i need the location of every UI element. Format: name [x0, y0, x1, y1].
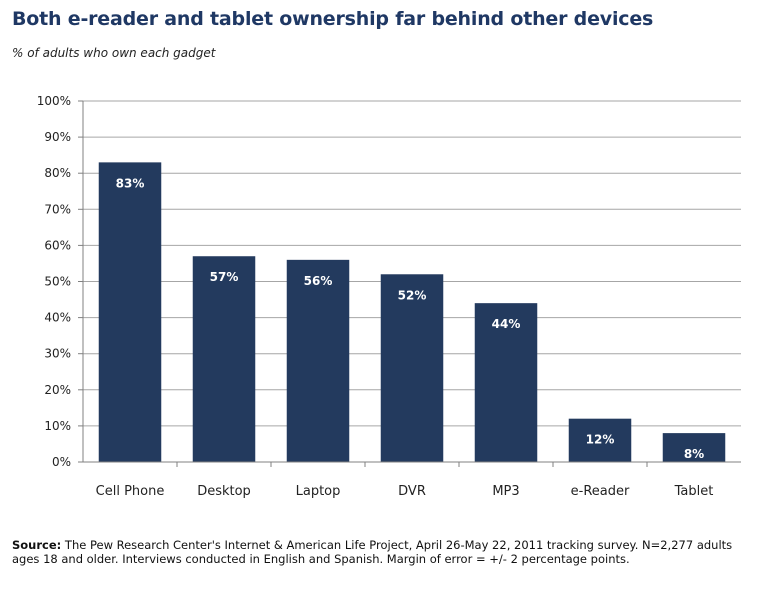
y-tick-label: 50% [44, 275, 71, 289]
y-tick-label: 0% [52, 455, 71, 469]
x-tick-label: DVR [398, 484, 426, 499]
x-tick-label: MP3 [492, 484, 519, 499]
data-label: 12% [586, 433, 615, 447]
x-tick-label: Tablet [674, 484, 714, 499]
data-label: 8% [684, 447, 704, 461]
bar-dvr [380, 274, 444, 462]
source-note: Source: The Pew Research Center's Intern… [12, 538, 752, 566]
x-tick-label: Desktop [197, 484, 251, 499]
bar-desktop [192, 256, 256, 462]
y-tick-label: 70% [44, 202, 71, 216]
bar-tablet [662, 433, 726, 462]
data-label: 83% [116, 176, 145, 190]
bar-cell-phone [98, 162, 162, 462]
axes: 0% 10% 20% 30% 40% 50% 60% 70% 80% 90% 100% Cell Ph… [37, 94, 741, 499]
y-tick-label: 100% [37, 94, 71, 108]
chart-subtitle: % of adults who own each gadget [12, 46, 216, 60]
data-label: 44% [492, 317, 521, 331]
y-tick-label: 80% [44, 166, 71, 180]
bar-mp3 [474, 303, 538, 462]
source-label: Source: [12, 538, 62, 552]
y-tick-label: 60% [44, 238, 71, 252]
y-tick-label: 90% [44, 130, 71, 144]
x-tick-label: Laptop [296, 484, 341, 499]
y-tick-label: 30% [44, 347, 71, 361]
x-tick-label: e-Reader [571, 484, 630, 499]
gridlines [83, 100, 741, 427]
chart-title: Both e-reader and tablet ownership far b… [12, 8, 654, 30]
data-label: 52% [398, 288, 427, 302]
bars: 83% 57% 56% 52% 44% 12% 8% [98, 162, 726, 462]
y-tick-label: 10% [44, 419, 71, 433]
data-label: 57% [210, 270, 239, 284]
bar-e-reader [568, 418, 632, 462]
y-tick-label: 20% [44, 383, 71, 397]
bar-laptop [286, 259, 350, 462]
source-text: The Pew Research Center's Internet & Ame… [12, 538, 733, 566]
x-tick-label: Cell Phone [96, 484, 165, 499]
y-tick-label: 40% [44, 311, 71, 325]
data-label: 56% [304, 274, 333, 288]
